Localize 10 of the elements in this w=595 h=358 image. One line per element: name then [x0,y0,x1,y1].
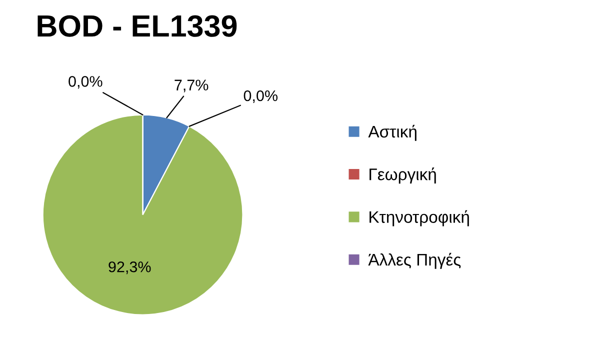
legend-label: Κτηνοτροφική [370,210,469,226]
legend-label: Αστική [368,124,416,141]
pie-slice [42,114,244,316]
legend-label: Άλλες Πηγές [368,252,461,269]
data-label: 92,3% [108,261,151,274]
text: 0,0% [68,76,102,89]
legend-label: Γεωργική [370,168,436,184]
chart-title: BOD - EL1339 [38,15,237,37]
data-label: 7,7% [174,80,208,92]
text: 0,0% [244,90,278,103]
